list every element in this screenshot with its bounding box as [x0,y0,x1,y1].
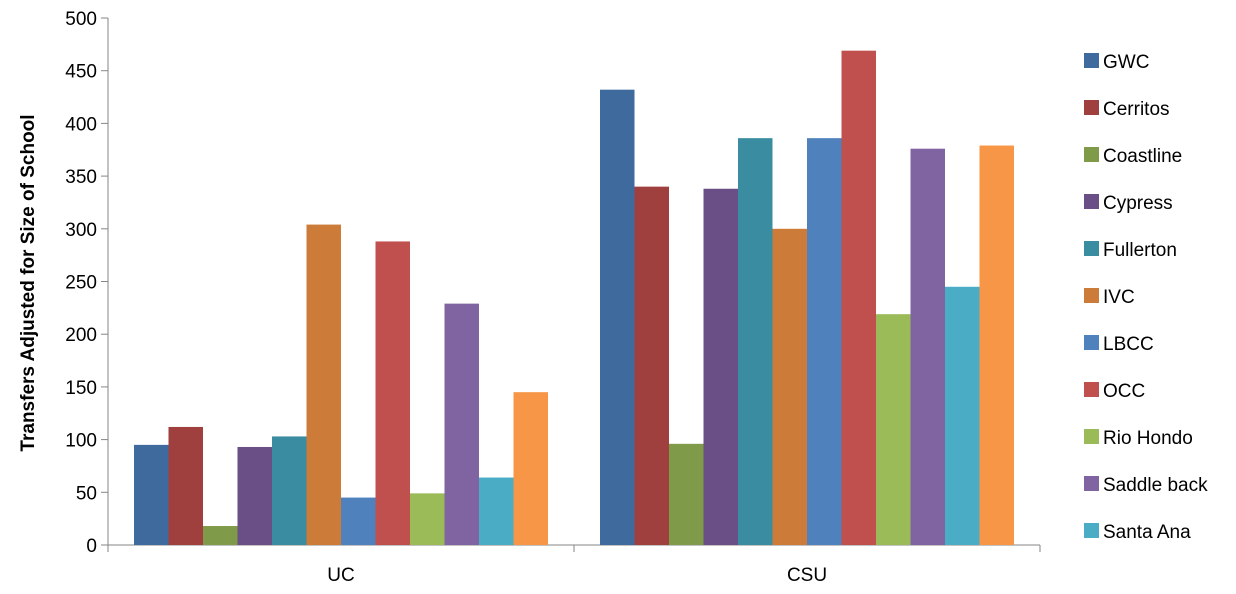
legend-label: LBCC [1103,334,1154,355]
y-tick-label: 150 [65,378,97,399]
y-tick-label: 300 [65,220,97,241]
y-tick-label: 500 [65,9,97,30]
bar [945,286,980,545]
bar [410,493,445,545]
bar [168,426,203,545]
legend: GWC Cerritos Coastline Cypress Fullerton IVC L… [1084,52,1208,543]
bar [910,148,945,546]
legend-label: Cypress [1103,193,1173,214]
legend-swatch [1084,476,1099,491]
bars [134,50,1014,546]
legend-swatch [1084,382,1099,397]
legend-label: Santa Ana [1103,522,1191,543]
bar [272,436,307,545]
legend-swatch [1084,147,1099,162]
legend-swatch [1084,194,1099,209]
bar [306,224,341,546]
legend-swatch [1084,429,1099,444]
y-tick-label: 0 [86,536,97,557]
y-tick-label: 100 [65,431,97,452]
bar [600,89,635,545]
bar [669,443,704,545]
legend-swatch [1084,241,1099,256]
bar [634,186,669,545]
bar [479,477,514,545]
legend-swatch [1084,335,1099,350]
bar [979,145,1014,545]
bar [444,303,479,545]
x-tick-label: CSU [787,565,827,586]
bar [203,526,238,545]
legend-swatch [1084,288,1099,303]
y-tick-label: 400 [65,114,97,135]
y-tick-label: 200 [65,325,97,346]
bar [237,446,272,545]
legend-label: OCC [1103,381,1145,402]
bar [134,444,169,545]
legend-label: Fullerton [1103,240,1177,261]
legend-swatch [1084,100,1099,115]
bar [807,138,842,545]
y-tick-label: 250 [65,273,97,294]
y-tick-label: 50 [76,483,97,504]
legend-swatch [1084,53,1099,68]
x-tick-label: UC [327,565,354,586]
bar [513,392,548,545]
legend-label: Saddle back [1103,475,1208,496]
axes: 0 50 100 150 200 250 300 350 400 450 500 UC CSU [65,9,1041,586]
legend-label: Coastline [1103,146,1182,167]
bar [841,50,876,545]
legend-label: Cerritos [1103,99,1170,120]
bar [341,497,376,545]
legend-label: GWC [1103,52,1149,73]
y-tick-label: 450 [65,62,97,83]
y-tick-label: 350 [65,167,97,188]
legend-label: IVC [1103,287,1135,308]
bar [738,138,773,545]
bar [375,241,410,545]
bar [703,188,738,546]
legend-label: Rio Hondo [1103,428,1193,449]
bar [772,228,807,546]
legend-swatch [1084,523,1099,538]
y-axis-label: Transfers Adjusted for Size of School [18,114,39,451]
bar [876,314,911,545]
